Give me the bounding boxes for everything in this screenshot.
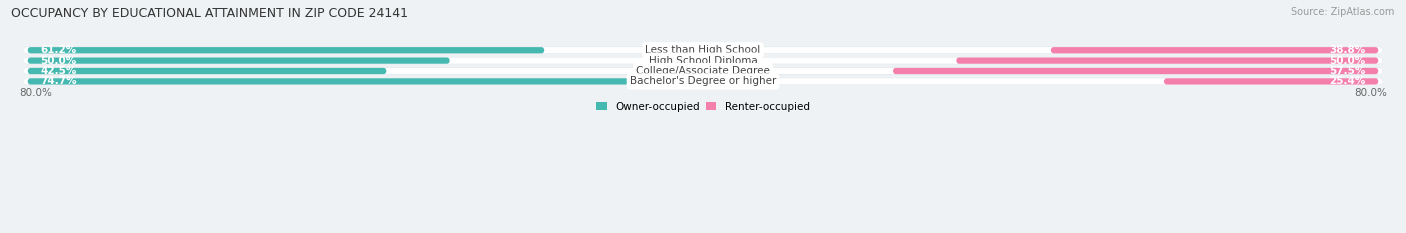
FancyBboxPatch shape [28, 78, 658, 85]
FancyBboxPatch shape [1164, 78, 1378, 85]
FancyBboxPatch shape [24, 68, 1382, 74]
Text: 50.0%: 50.0% [1330, 56, 1365, 66]
Text: Bachelor's Degree or higher: Bachelor's Degree or higher [630, 76, 776, 86]
FancyBboxPatch shape [28, 58, 450, 64]
FancyBboxPatch shape [24, 47, 1382, 54]
Text: College/Associate Degree: College/Associate Degree [636, 66, 770, 76]
Text: 25.4%: 25.4% [1329, 76, 1365, 86]
FancyBboxPatch shape [893, 68, 1378, 74]
FancyBboxPatch shape [28, 47, 544, 53]
Text: 38.8%: 38.8% [1330, 45, 1365, 55]
Text: Less than High School: Less than High School [645, 45, 761, 55]
Text: High School Diploma: High School Diploma [648, 56, 758, 66]
Text: 74.7%: 74.7% [41, 76, 77, 86]
FancyBboxPatch shape [24, 78, 1382, 85]
FancyBboxPatch shape [28, 68, 387, 74]
Text: 57.5%: 57.5% [1329, 66, 1365, 76]
FancyBboxPatch shape [24, 78, 1382, 85]
Text: 61.2%: 61.2% [41, 45, 76, 55]
FancyBboxPatch shape [24, 68, 1382, 75]
Text: 50.0%: 50.0% [41, 56, 76, 66]
Text: OCCUPANCY BY EDUCATIONAL ATTAINMENT IN ZIP CODE 24141: OCCUPANCY BY EDUCATIONAL ATTAINMENT IN Z… [11, 7, 408, 20]
Text: 42.5%: 42.5% [41, 66, 77, 76]
FancyBboxPatch shape [956, 58, 1378, 64]
Text: 80.0%: 80.0% [1354, 89, 1386, 99]
Text: 80.0%: 80.0% [20, 89, 52, 99]
FancyBboxPatch shape [24, 57, 1382, 64]
Text: Source: ZipAtlas.com: Source: ZipAtlas.com [1291, 7, 1395, 17]
FancyBboxPatch shape [24, 58, 1382, 64]
FancyBboxPatch shape [1050, 47, 1378, 53]
FancyBboxPatch shape [24, 47, 1382, 53]
Legend: Owner-occupied, Renter-occupied: Owner-occupied, Renter-occupied [596, 102, 810, 112]
